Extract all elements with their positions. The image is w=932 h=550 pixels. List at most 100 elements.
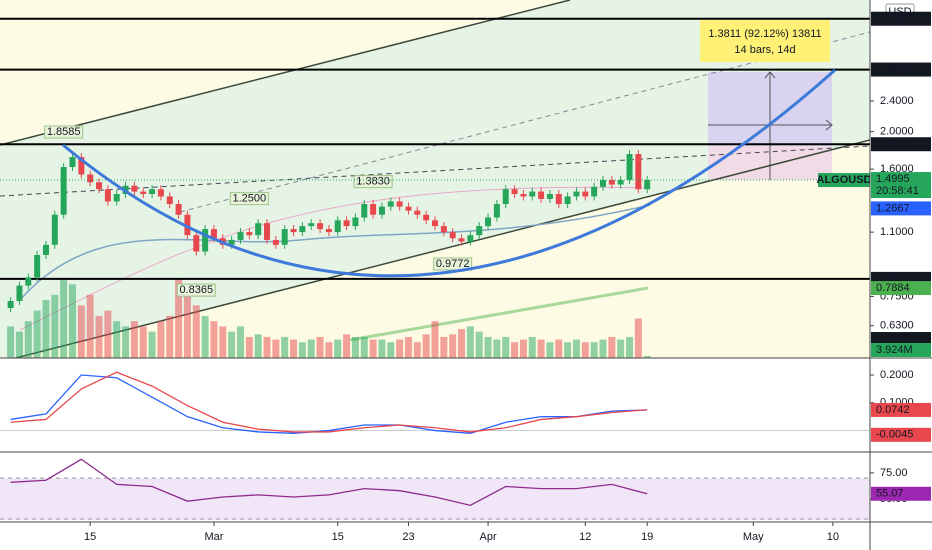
volume-bar (431, 321, 439, 358)
volume-bar (572, 339, 580, 358)
y-tick-label: 2.4000 (880, 95, 914, 107)
x-tick-label: 19 (641, 531, 653, 543)
annotation-box (229, 192, 269, 206)
candle (193, 235, 200, 252)
last-price: 1.4995 (876, 173, 910, 185)
candle (458, 238, 465, 242)
candle (42, 244, 49, 255)
volume-bar (60, 279, 68, 358)
candle (210, 229, 217, 239)
candle (246, 232, 253, 236)
candle (520, 193, 527, 197)
volume-bar (228, 331, 236, 358)
symbol: ALGOUSD (817, 174, 872, 186)
x-tick-label: 10 (827, 531, 839, 543)
candle (96, 182, 103, 190)
candle (449, 232, 456, 239)
macd-label: -0.0045 (876, 429, 913, 441)
curve (62, 68, 836, 278)
candle (140, 191, 147, 194)
volume-bar (69, 284, 76, 358)
volume-bar (307, 339, 315, 358)
level-label: 3.9162 (876, 13, 910, 25)
indicator-panes (0, 371, 870, 520)
measure-text: 1.3811 (92.12%) 13811 (708, 28, 821, 40)
candle (467, 235, 474, 242)
volume-bar (617, 339, 625, 358)
candle (87, 174, 94, 183)
volume-bar (24, 321, 32, 358)
volume-bar (104, 310, 112, 358)
volume-bar (122, 326, 130, 358)
candle (405, 206, 412, 211)
x-tick-label: 15 (84, 531, 96, 543)
candle (440, 226, 447, 233)
x-tick-label: 23 (402, 531, 414, 543)
volume-bar (608, 336, 616, 358)
volume-bar (210, 321, 218, 358)
annotation: 0.9772 (436, 258, 470, 270)
macd-label-bg (871, 427, 931, 442)
x-tick-label: 15 (332, 531, 344, 543)
moving-average (19, 204, 651, 301)
candle (78, 156, 85, 175)
candle (166, 196, 173, 205)
candle (529, 191, 536, 197)
volume-bar (95, 315, 103, 358)
volume-bar (298, 342, 306, 358)
volume-label: 3.924M (876, 344, 913, 356)
volume-bar (86, 294, 94, 358)
candle (16, 285, 23, 302)
candle (361, 204, 368, 218)
measure-note (700, 20, 830, 62)
volume-bar (290, 339, 298, 358)
volume-bar (555, 339, 563, 358)
candle (476, 226, 483, 236)
volume-bar (422, 334, 430, 358)
volume-label-bg (871, 343, 931, 357)
volume-bar (113, 321, 121, 358)
x-tick-label: May (743, 531, 764, 543)
candle (617, 179, 624, 185)
volume-bar (7, 326, 15, 358)
volume-bar (219, 326, 227, 358)
volume-bar (245, 336, 253, 358)
volume-bar (42, 300, 50, 358)
volume-bar (634, 318, 642, 358)
x-tick-label: Apr (479, 531, 496, 543)
volume-bar (404, 336, 412, 358)
candle (34, 254, 41, 278)
candle (255, 223, 262, 236)
y-tick-label: 0.2000 (880, 369, 914, 381)
macd-label: 0.0742 (876, 404, 910, 416)
annotation: 1.2500 (233, 193, 267, 205)
candle (564, 196, 571, 205)
volume-bar (183, 294, 191, 358)
volume-bar (493, 339, 501, 358)
candle (175, 204, 182, 215)
rsi-label-bg (871, 486, 931, 501)
annotation-box (176, 283, 216, 297)
volume-bar (643, 355, 651, 358)
candle (272, 239, 279, 245)
candle (264, 223, 271, 240)
level-label-bg (871, 137, 931, 152)
channel-fill (0, 0, 870, 358)
candle (591, 186, 598, 197)
candle (423, 214, 430, 221)
volume-bar (599, 339, 607, 358)
signal-line (10, 371, 648, 433)
candle (104, 189, 111, 202)
volume-bar (546, 342, 554, 358)
volume-bar (351, 336, 359, 358)
volume-bar (325, 342, 333, 358)
volume-bar (458, 329, 466, 358)
annotation-box (433, 257, 473, 271)
volume-bar (77, 305, 85, 358)
volume-bar (449, 334, 457, 358)
plot: 1.8585 1.2500 1.3830 0.9772 0.8365 ALGOUSD (0, 17, 872, 358)
price-label: 0.7884 (876, 282, 910, 294)
volume-bar (130, 321, 138, 358)
volume-bar (511, 342, 519, 358)
